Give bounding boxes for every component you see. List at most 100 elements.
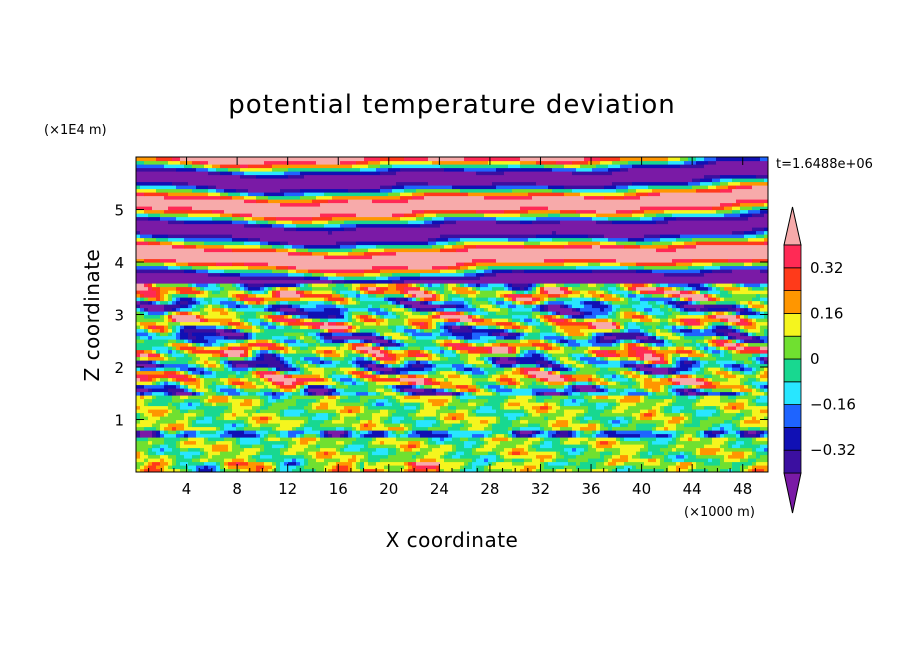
heatmap-cell	[356, 391, 369, 396]
heatmap-cell	[532, 325, 537, 330]
heatmap-cell	[668, 339, 673, 344]
heatmap-cell	[436, 293, 441, 298]
heatmap-cell	[236, 416, 249, 421]
heatmap-cell	[324, 468, 329, 472]
heatmap-cell	[456, 349, 461, 354]
heatmap-cell	[412, 454, 417, 459]
heatmap-cell	[504, 402, 509, 407]
heatmap-cell	[476, 356, 481, 361]
heatmap-cell	[724, 458, 741, 463]
heatmap-cell	[616, 335, 637, 340]
heatmap-cell	[536, 216, 593, 221]
heatmap-cell	[732, 290, 768, 295]
heatmap-cell	[520, 416, 545, 421]
heatmap-cell	[236, 363, 249, 368]
heatmap-cell	[176, 405, 181, 410]
heatmap-cell	[236, 426, 245, 431]
heatmap-cell	[672, 437, 677, 442]
heatmap-cell	[620, 314, 625, 319]
heatmap-cell	[260, 468, 269, 472]
heatmap-cell	[160, 360, 189, 365]
heatmap-cell	[372, 370, 377, 375]
heatmap-cell	[664, 353, 669, 358]
heatmap-cell	[216, 339, 237, 344]
heatmap-cell	[748, 286, 753, 291]
heatmap-cell	[460, 325, 469, 330]
heatmap-cell	[696, 409, 717, 414]
heatmap-cell	[672, 339, 693, 344]
heatmap-cell	[152, 391, 165, 396]
heatmap-cell	[556, 370, 561, 375]
heatmap-cell	[208, 293, 229, 298]
heatmap-cell	[316, 349, 325, 354]
heatmap-cell	[612, 332, 641, 337]
heatmap-cell	[424, 328, 433, 333]
heatmap-cell	[528, 332, 541, 337]
heatmap-cell	[432, 244, 445, 249]
heatmap-cell	[196, 335, 205, 340]
heatmap-cell	[440, 325, 445, 330]
heatmap-cell	[648, 335, 653, 340]
heatmap-cell	[240, 318, 245, 323]
heatmap-cell	[344, 276, 377, 281]
heatmap-cell	[284, 388, 293, 393]
heatmap-cell	[752, 381, 768, 386]
heatmap-cell	[400, 300, 421, 305]
heatmap-cell	[740, 304, 745, 309]
y-tick-label: 3	[114, 307, 124, 325]
heatmap-cell	[452, 297, 465, 302]
heatmap-cell	[644, 283, 649, 288]
heatmap-cell	[504, 293, 509, 298]
heatmap-cell	[288, 444, 293, 449]
heatmap-cell	[632, 384, 641, 389]
heatmap-cell	[484, 465, 489, 470]
heatmap-cell	[404, 468, 409, 472]
heatmap-cell	[732, 283, 737, 288]
heatmap-cell	[224, 363, 229, 368]
heatmap-cell	[704, 388, 713, 393]
heatmap-cell	[152, 300, 157, 305]
heatmap-cell	[408, 370, 429, 375]
heatmap-cell	[596, 363, 621, 368]
heatmap-cell	[616, 258, 673, 263]
heatmap-cell	[520, 405, 525, 410]
heatmap-cell	[688, 374, 693, 379]
heatmap-cell	[724, 286, 741, 291]
heatmap-cell	[696, 374, 705, 379]
heatmap-cell	[184, 423, 189, 428]
heatmap-cell	[636, 381, 641, 386]
heatmap-cell	[552, 426, 561, 431]
heatmap-cell	[260, 374, 265, 379]
heatmap-cell	[556, 325, 561, 330]
heatmap-cell	[248, 461, 265, 466]
heatmap-cell	[376, 276, 389, 281]
heatmap-cell	[524, 300, 533, 305]
heatmap-cell	[436, 465, 441, 470]
heatmap-cell	[488, 265, 577, 270]
heatmap-cell	[512, 328, 517, 333]
heatmap-cell	[396, 444, 401, 449]
heatmap-cell	[472, 444, 481, 449]
heatmap-cell	[636, 311, 641, 316]
heatmap-cell	[248, 290, 253, 295]
heatmap-cell	[240, 272, 289, 277]
heatmap-cell	[440, 332, 453, 337]
heatmap-cell	[452, 346, 457, 351]
heatmap-cell	[532, 444, 541, 449]
heatmap-cell	[268, 433, 277, 438]
heatmap-cell	[484, 272, 497, 277]
heatmap-cell	[216, 381, 225, 386]
heatmap-cell	[548, 297, 557, 302]
heatmap-cell	[172, 328, 177, 333]
heatmap-cell	[380, 185, 393, 190]
heatmap-cell	[260, 321, 269, 326]
heatmap-cell	[356, 377, 361, 382]
heatmap-cell	[592, 374, 597, 379]
heatmap-cell	[424, 388, 433, 393]
heatmap-cell	[284, 346, 289, 351]
heatmap-cell	[336, 321, 345, 326]
heatmap-cell	[380, 363, 385, 368]
heatmap-cell	[552, 167, 577, 172]
heatmap-cell	[136, 444, 153, 449]
heatmap-cell	[404, 363, 409, 368]
